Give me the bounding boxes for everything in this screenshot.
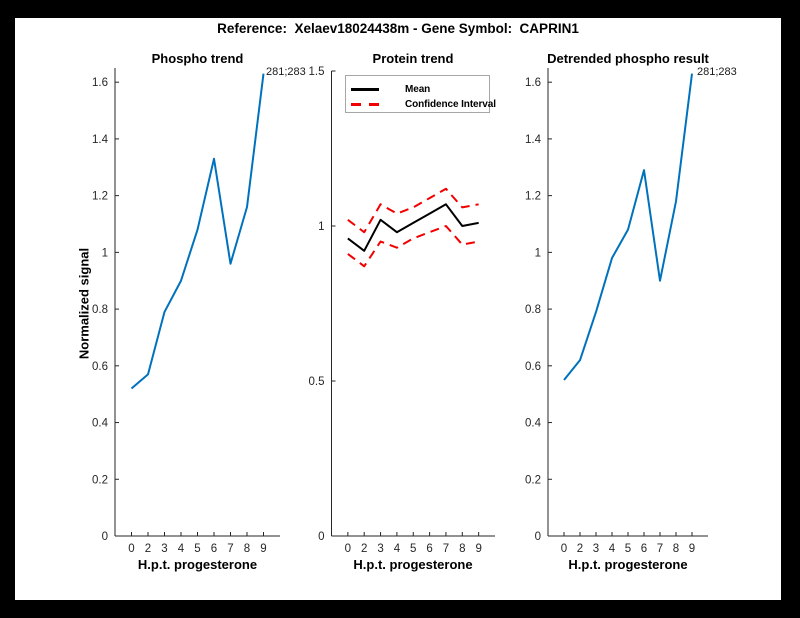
svg-text:1.5: 1.5 [309, 66, 325, 78]
svg-text:0.6: 0.6 [92, 361, 108, 373]
figure-canvas [15, 18, 781, 600]
subplot3-title: Detrended phospho result [547, 51, 709, 66]
svg-text:0.6: 0.6 [525, 361, 541, 373]
subplot1-title: Phospho trend [151, 51, 244, 66]
svg-text:1: 1 [318, 221, 324, 233]
svg-text:0.8: 0.8 [525, 304, 541, 316]
legend-mean-label: Mean [405, 84, 431, 95]
svg-text:5: 5 [625, 543, 631, 555]
subplot3-xlabel: H.p.t. progesterone [568, 557, 688, 572]
svg-text:4: 4 [178, 543, 185, 555]
legend-entry-mean: Mean [351, 82, 489, 97]
svg-text:9: 9 [689, 543, 695, 555]
svg-text:0.4: 0.4 [525, 418, 542, 430]
subplot1-xlabel: H.p.t. progesterone [137, 557, 258, 572]
legend-box: Mean Confidence Interval [345, 75, 496, 113]
legend-mean-line-sample [351, 88, 379, 91]
svg-text:0.2: 0.2 [92, 474, 108, 486]
svg-text:1.6: 1.6 [525, 77, 541, 89]
legend-entry-ci: Confidence Interval [351, 97, 496, 112]
svg-text:0: 0 [561, 543, 567, 555]
svg-text:7: 7 [443, 543, 449, 555]
svg-text:8: 8 [459, 543, 465, 555]
svg-text:0.4: 0.4 [92, 418, 109, 430]
svg-text:3: 3 [377, 543, 383, 555]
svg-text:1.6: 1.6 [92, 77, 108, 89]
svg-text:4: 4 [609, 543, 616, 555]
legend-ci-line-sample [351, 103, 379, 106]
svg-text:2: 2 [145, 543, 151, 555]
svg-text:3: 3 [593, 543, 599, 555]
svg-text:1: 1 [535, 247, 541, 259]
svg-text:6: 6 [641, 543, 647, 555]
svg-text:0: 0 [535, 531, 541, 543]
svg-text:1.4: 1.4 [525, 134, 542, 146]
subplot2-xlabel: H.p.t. progesterone [353, 557, 473, 572]
svg-text:5: 5 [410, 543, 416, 555]
svg-text:0.5: 0.5 [309, 376, 325, 388]
svg-text:0: 0 [128, 543, 134, 555]
svg-text:4: 4 [394, 543, 401, 555]
subplot1-endpoint-annotation: 281;283 [266, 66, 306, 78]
svg-text:9: 9 [260, 543, 266, 555]
svg-text:6: 6 [211, 543, 217, 555]
svg-text:1.2: 1.2 [92, 191, 108, 203]
y-axis-label: Normalized signal [76, 247, 92, 360]
svg-text:0: 0 [318, 531, 324, 543]
svg-text:0.8: 0.8 [92, 304, 108, 316]
svg-text:3: 3 [161, 543, 167, 555]
svg-text:6: 6 [426, 543, 432, 555]
subplot2-title: Protein trend [372, 51, 454, 66]
svg-text:0: 0 [102, 531, 108, 543]
svg-text:7: 7 [657, 543, 663, 555]
svg-text:1.4: 1.4 [92, 134, 109, 146]
svg-text:8: 8 [673, 543, 679, 555]
svg-text:9: 9 [475, 543, 481, 555]
figure-title: Reference: Xelaev18024438m - Gene Symbol… [217, 21, 579, 36]
svg-text:2: 2 [577, 543, 583, 555]
svg-text:0.2: 0.2 [525, 474, 541, 486]
svg-text:1: 1 [102, 247, 108, 259]
svg-text:5: 5 [194, 543, 200, 555]
svg-text:1.2: 1.2 [525, 191, 541, 203]
subplot3-endpoint-annotation: 281;283 [697, 66, 737, 78]
svg-text:2: 2 [361, 543, 367, 555]
svg-text:0: 0 [345, 543, 351, 555]
svg-text:8: 8 [244, 543, 250, 555]
svg-text:7: 7 [227, 543, 233, 555]
legend-ci-label: Confidence Interval [405, 99, 496, 110]
